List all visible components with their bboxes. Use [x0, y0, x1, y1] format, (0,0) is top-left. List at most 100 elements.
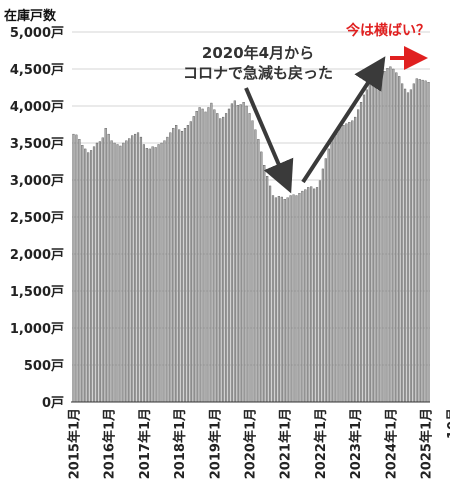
bar	[339, 126, 342, 403]
bar	[348, 122, 351, 403]
x-tick-label: 2022年1月	[313, 408, 329, 479]
bar	[374, 77, 377, 403]
y-tick-label: 1,000戸	[10, 322, 64, 337]
bar	[383, 71, 386, 403]
bar	[409, 89, 413, 403]
bar	[169, 132, 172, 403]
bar	[116, 144, 119, 403]
bar	[427, 82, 430, 403]
bar	[163, 140, 166, 403]
bar	[333, 131, 336, 403]
bar	[87, 152, 90, 403]
bar	[113, 142, 116, 403]
bar	[192, 116, 195, 403]
bar	[248, 113, 251, 403]
y-tick-label: 0戸	[42, 396, 64, 411]
x-tick-label: 2019年1月	[207, 408, 223, 479]
bar	[104, 128, 107, 403]
bar	[216, 113, 219, 403]
bar	[412, 83, 415, 403]
bar	[354, 116, 357, 403]
bar	[75, 134, 78, 403]
bar	[84, 148, 87, 403]
x-tick-label: 2016年1月	[102, 408, 118, 479]
bar	[321, 168, 324, 403]
bar	[395, 72, 398, 403]
bar	[160, 142, 163, 403]
bar	[371, 79, 374, 403]
bar	[186, 125, 189, 403]
bar	[136, 132, 140, 403]
y-tick-label: 3,000戸	[10, 174, 64, 189]
bar	[318, 180, 322, 403]
annotation-line-1: 2020年4月から	[202, 44, 314, 62]
bar	[101, 137, 104, 403]
bar	[406, 92, 410, 403]
decline-arrow	[244, 87, 294, 194]
bar	[151, 146, 154, 403]
bar	[403, 88, 407, 403]
annotation-line-2: コロナで急減も戻った	[183, 64, 333, 82]
bar	[119, 145, 122, 403]
bar	[134, 133, 137, 403]
bar	[227, 108, 231, 403]
x-tick-label: 2024年1月	[383, 408, 399, 479]
x-tick-label: 2020年1月	[243, 408, 259, 479]
bar	[277, 196, 280, 403]
bar	[139, 136, 143, 403]
bar	[424, 80, 427, 403]
bar	[362, 94, 366, 403]
bar	[125, 140, 128, 403]
bar	[368, 82, 371, 403]
bar	[274, 197, 278, 403]
bar	[148, 148, 151, 403]
bar	[257, 139, 260, 403]
bar	[380, 76, 383, 403]
bar-series	[72, 66, 430, 403]
bar	[145, 148, 148, 403]
bar	[178, 129, 181, 403]
x-axis-ticks: 2015年1月 2016年1月 2017年1月 2018年1月 2019年1月 2020年…	[67, 408, 450, 479]
recovery-arrow	[301, 56, 386, 184]
bar	[359, 102, 363, 403]
bar	[351, 120, 354, 403]
bar	[245, 105, 248, 403]
bar	[254, 129, 257, 403]
bar	[271, 195, 275, 403]
bar	[266, 176, 269, 403]
x-tick-label: 2025年1月	[419, 408, 435, 479]
bar	[189, 121, 192, 403]
bar	[401, 83, 404, 403]
bar	[324, 158, 327, 403]
bar	[142, 144, 145, 403]
bar	[283, 199, 286, 403]
bar	[183, 128, 187, 403]
bar	[95, 142, 99, 403]
bar	[72, 133, 75, 403]
bar	[210, 102, 213, 403]
y-tick-label: 1,500戸	[10, 285, 64, 300]
bar	[415, 78, 418, 403]
bar	[172, 128, 175, 403]
bar	[154, 147, 157, 403]
bar	[201, 108, 204, 403]
bar	[289, 195, 292, 403]
bar	[421, 79, 424, 403]
bar	[357, 109, 360, 403]
x-tick-label: 2015年1月	[67, 408, 83, 479]
bar	[301, 190, 304, 403]
y-tick-label: 2,500戸	[10, 211, 64, 226]
bar	[239, 104, 242, 403]
bar	[377, 80, 380, 403]
bar	[122, 142, 125, 403]
bar	[295, 195, 298, 403]
bar	[224, 113, 228, 403]
bar	[304, 189, 307, 403]
bar	[345, 123, 348, 403]
bar	[330, 138, 333, 403]
bar	[213, 109, 216, 403]
x-tick-label: 2018年1月	[172, 408, 188, 479]
bar	[389, 66, 392, 403]
y-tick-label: 3,500戸	[10, 137, 64, 152]
bar	[219, 118, 222, 403]
